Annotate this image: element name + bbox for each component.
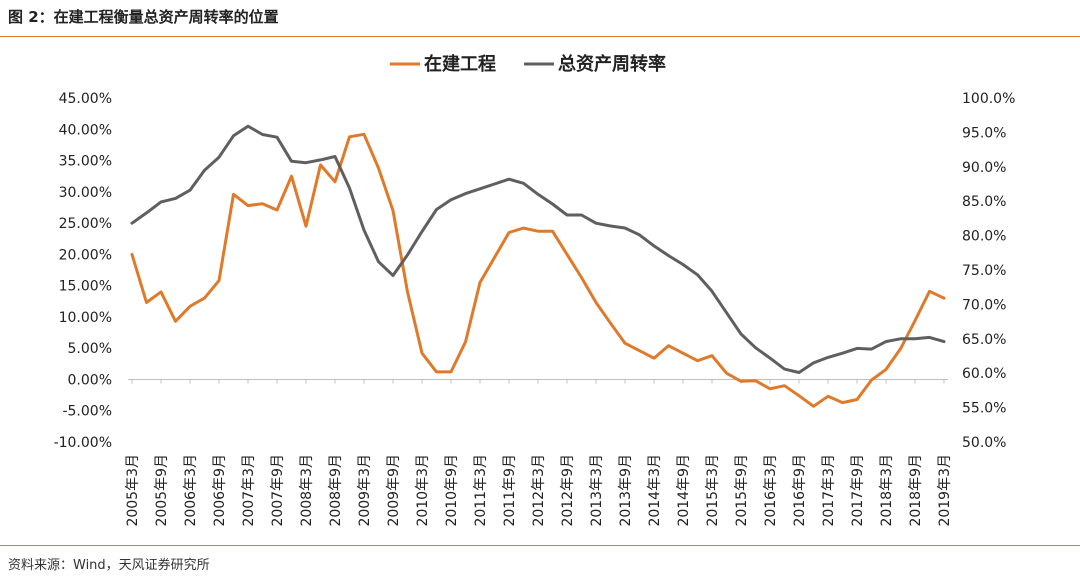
right-axis: 100.0% 95.0% 90.0% 85.0% 80.0% 75.0% 70.0% 65.0… <box>962 91 1015 451</box>
left-tick-label: 0.00% <box>68 372 112 388</box>
left-axis: 45.00% 40.00% 35.00% 30.00% 25.00% 20.00% 15.0… <box>54 91 112 451</box>
x-tick-label: 2018年9月 <box>908 454 924 527</box>
x-tick-label: 2013年3月 <box>589 454 605 527</box>
right-tick-label: 95.0% <box>962 125 1006 141</box>
left-tick-label: -10.00% <box>54 435 112 451</box>
x-tick-label: 2017年3月 <box>821 454 837 527</box>
x-tick-label: 2017年9月 <box>850 454 866 527</box>
left-tick-label: -5.00% <box>62 404 112 420</box>
x-tick-label: 2016年9月 <box>792 454 808 527</box>
x-tick-label: 2015年9月 <box>734 454 750 527</box>
right-tick-label: 65.0% <box>962 332 1006 348</box>
x-tick-label: 2018年3月 <box>879 454 895 527</box>
x-tick-label: 2007年9月 <box>270 454 286 527</box>
right-tick-label: 80.0% <box>962 229 1006 245</box>
x-tick-label: 2008年3月 <box>299 454 315 527</box>
left-tick-label: 35.00% <box>59 154 112 170</box>
x-tick-label: 2014年9月 <box>676 454 692 527</box>
right-tick-label: 90.0% <box>962 160 1006 176</box>
x-tick-label: 2005年3月 <box>125 454 141 527</box>
x-tick-label: 2008年9月 <box>328 454 344 527</box>
series-layer <box>130 124 946 408</box>
right-tick-label: 55.0% <box>962 401 1006 417</box>
x-tick-label: 2012年3月 <box>531 454 547 527</box>
x-tick-label: 2005年9月 <box>154 454 170 527</box>
x-tick-label: 2014年3月 <box>647 454 663 527</box>
source-note: 资料来源：Wind，天风证券研究所 <box>8 558 210 573</box>
x-tick-label: 2019年3月 <box>937 454 953 527</box>
x-tick-label: 2013年9月 <box>618 454 634 527</box>
left-tick-label: 5.00% <box>68 341 112 357</box>
x-tick-label: 2009年3月 <box>357 454 373 527</box>
x-axis: 2005年3月 2005年9月 2006年3月 2006年9月 2007年3月 2007年… <box>125 379 953 527</box>
right-tick-label: 75.0% <box>962 263 1006 279</box>
right-tick-label: 60.0% <box>962 366 1006 382</box>
x-tick-label: 2006年3月 <box>183 454 199 527</box>
left-tick-label: 40.00% <box>59 122 112 138</box>
legend-label-series1: 在建工程 <box>424 53 496 75</box>
left-tick-label: 45.00% <box>59 91 112 107</box>
x-tick-label: 2009年9月 <box>386 454 402 527</box>
series-line-1 <box>130 132 946 408</box>
x-tick-label: 2012年9月 <box>560 454 576 527</box>
left-tick-label: 25.00% <box>59 216 112 232</box>
x-tick-label: 2016年3月 <box>763 454 779 527</box>
line-chart: 在建工程 总资产周转率 45.00% 40.00% 35.00% 30.00% 25.0… <box>54 53 1016 527</box>
left-tick-label: 30.00% <box>59 185 112 201</box>
x-tick-label: 2010年3月 <box>415 454 431 527</box>
top-rule <box>0 36 1080 37</box>
figure-title: 图 2：在建工程衡量总资产周转率的位置 <box>8 8 279 26</box>
legend: 在建工程 总资产周转率 <box>390 53 666 75</box>
legend-label-series2: 总资产周转率 <box>558 53 666 75</box>
bottom-rule <box>0 545 1080 546</box>
left-tick-label: 15.00% <box>59 279 112 295</box>
x-tick-label: 2006年9月 <box>212 454 228 527</box>
left-tick-label: 10.00% <box>59 310 112 326</box>
right-tick-label: 70.0% <box>962 297 1006 313</box>
series-line-2 <box>130 124 946 374</box>
x-tick-label: 2007年3月 <box>241 454 257 527</box>
x-tick-label: 2010年9月 <box>444 454 460 527</box>
x-tick-label: 2015年3月 <box>705 454 721 527</box>
right-tick-label: 100.0% <box>962 91 1015 107</box>
x-tick-label: 2011年9月 <box>502 454 518 527</box>
right-tick-label: 85.0% <box>962 194 1006 210</box>
left-tick-label: 20.00% <box>59 247 112 263</box>
right-tick-label: 50.0% <box>962 435 1006 451</box>
x-tick-label: 2011年3月 <box>473 454 489 527</box>
